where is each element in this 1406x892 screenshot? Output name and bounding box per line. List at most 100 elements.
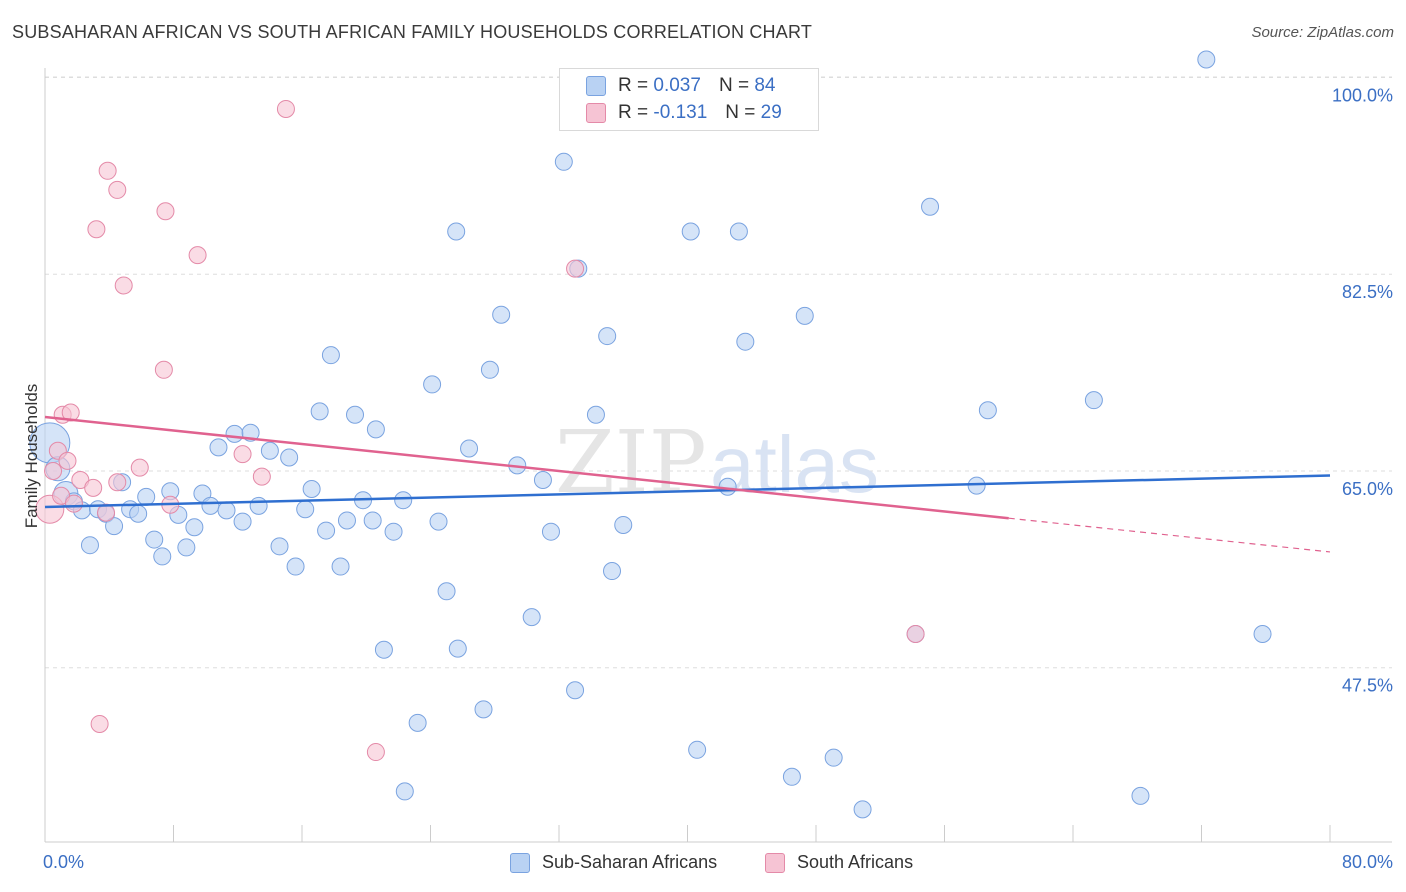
blue-point-80 — [1084, 391, 1103, 410]
blue-point-49 — [437, 582, 456, 601]
blue-point-81 — [1131, 786, 1150, 805]
pink-point-1 — [44, 461, 63, 480]
blue-point-18 — [185, 518, 204, 537]
legend-r-value-blue: 0.037 — [653, 75, 701, 96]
blue-point-45 — [395, 782, 414, 801]
blue-point-48 — [429, 512, 448, 531]
y-tick-label-0: 47.5% — [1342, 676, 1393, 696]
blue-point-53 — [474, 700, 493, 719]
blue-point-38 — [346, 405, 365, 424]
pink-point-24 — [276, 99, 295, 118]
blue-point-30 — [286, 557, 305, 576]
pink-point-5 — [58, 451, 77, 470]
blue-point-34 — [317, 521, 336, 540]
blue-point-77 — [921, 197, 940, 216]
blue-point-74 — [824, 748, 843, 767]
blue-point-57 — [522, 608, 541, 627]
blue-point-64 — [598, 327, 617, 346]
chart-source: Source: ZipAtlas.com — [1251, 24, 1394, 41]
pink-point-27 — [906, 625, 925, 644]
blue-point-5 — [80, 536, 99, 555]
legend-swatch-pink — [586, 103, 606, 123]
y-tick-labels: 47.5% 65.0% 82.5% 100.0% — [1332, 85, 1393, 695]
blue-point-8 — [105, 517, 124, 536]
blue-point-65 — [603, 562, 622, 581]
series-legend-item-blue: Sub-Saharan Africans — [510, 852, 717, 873]
blue-point-71 — [736, 332, 755, 351]
blue-point-68 — [688, 740, 707, 759]
pink-point-15 — [108, 180, 127, 199]
blue-point-61 — [566, 681, 585, 700]
chart-title: SUBSAHARAN AFRICAN VS SOUTH AFRICAN FAMI… — [12, 22, 813, 42]
x-tick-label-min: 0.0% — [43, 852, 85, 872]
blue-point-17 — [177, 538, 196, 557]
blue-point-41 — [366, 420, 385, 439]
blue-point-24 — [233, 512, 252, 531]
blue-point-11 — [129, 504, 148, 523]
pink-point-7 — [64, 494, 83, 513]
blue-point-28 — [270, 537, 289, 556]
blue-point-70 — [729, 222, 748, 241]
trend-line-pink-extension — [1008, 517, 1331, 553]
pink-point-13 — [98, 161, 117, 180]
series-swatch-blue — [510, 852, 530, 873]
blue-point-58 — [533, 470, 552, 489]
blue-point-29 — [280, 448, 299, 467]
blue-point-55 — [492, 305, 511, 324]
watermark-atlas: atlas — [710, 420, 879, 509]
blue-point-69 — [718, 477, 737, 496]
series-legend: Sub-Saharan Africans South Africans — [0, 852, 1406, 878]
legend-row-sub-saharan: R = 0.037 N = 84 — [586, 73, 775, 99]
pink-point-16 — [114, 276, 133, 295]
blue-point-37 — [337, 511, 356, 530]
blue-point-47 — [423, 375, 442, 394]
blue-point-67 — [681, 222, 700, 241]
x-tick-label-max: 80.0% — [1341, 852, 1393, 872]
series-legend-item-pink: South Africans — [765, 852, 913, 873]
y-tick-label-2: 82.5% — [1342, 282, 1393, 302]
blue-point-35 — [321, 346, 340, 365]
pink-point-10 — [87, 220, 106, 239]
blue-point-21 — [209, 438, 228, 457]
blue-point-44 — [394, 491, 413, 510]
pink-point-6 — [61, 403, 80, 422]
blue-point-22 — [217, 501, 236, 520]
legend-n-label: N = — [725, 102, 756, 123]
pink-point-26 — [566, 259, 585, 278]
legend-row-south-african: R = -0.131 N = 29 — [586, 100, 782, 126]
blue-point-75 — [853, 800, 872, 819]
legend-r-label: R = — [618, 102, 649, 123]
blue-point-36 — [331, 557, 350, 576]
pink-point-19 — [156, 202, 175, 221]
blue-point-60 — [554, 152, 573, 171]
blue-point-78 — [967, 476, 986, 495]
blue-point-82 — [1197, 50, 1216, 69]
blue-point-52 — [460, 439, 479, 458]
blue-point-79 — [978, 401, 997, 420]
blue-point-46 — [408, 713, 427, 732]
trend-line-blue — [44, 474, 1331, 509]
blue-point-54 — [480, 360, 499, 379]
series-swatch-pink — [765, 852, 785, 873]
blue-point-14 — [153, 547, 172, 566]
blue-point-20 — [201, 496, 220, 515]
pink-point-12 — [97, 503, 116, 522]
blue-point-12 — [137, 487, 156, 506]
series-name-blue: Sub-Saharan Africans — [542, 852, 718, 872]
blue-point-63 — [586, 405, 605, 424]
pink-point-22 — [233, 445, 252, 464]
trend-lines — [44, 415, 1331, 553]
blue-point-26 — [249, 496, 268, 515]
blue-point-23 — [225, 424, 244, 443]
pink-point-25 — [366, 743, 385, 762]
pink-point-14 — [108, 473, 127, 492]
legend-n-value-pink: 29 — [760, 102, 782, 123]
pink-point-18 — [154, 360, 173, 379]
pink-point-9 — [84, 478, 103, 497]
y-tick-label-1: 65.0% — [1342, 479, 1393, 499]
watermark-zip: ZIP — [555, 413, 707, 513]
pink-point-23 — [252, 467, 271, 486]
blue-point-59 — [541, 522, 560, 541]
points-south-africans — [35, 99, 925, 762]
